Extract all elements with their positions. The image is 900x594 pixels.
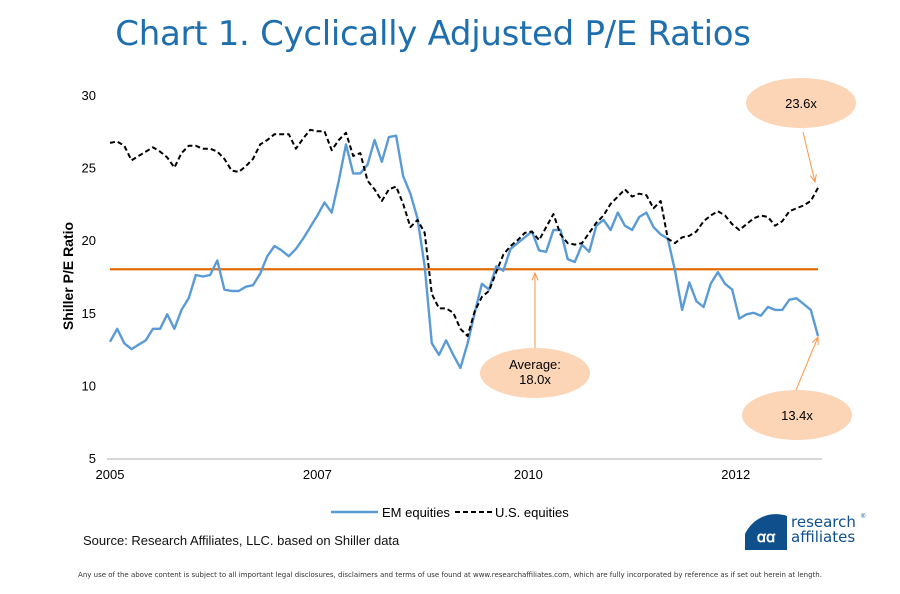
us-callout-label: 23.6x — [785, 96, 817, 111]
x-tick-label: 2005 — [96, 467, 125, 482]
logo-line1: research — [791, 513, 856, 531]
research-affiliates-logo: ꭤꭤ research affiliates ® — [743, 514, 873, 550]
legend-us-label: U.S. equities — [495, 505, 569, 520]
us-callout-arrow — [802, 131, 816, 183]
average-callout-bubble — [480, 348, 590, 398]
y-tick-label: 25 — [82, 161, 96, 176]
em-callout-arrow — [795, 336, 819, 391]
average-callout-arrow-head — [531, 271, 539, 281]
us-equities-line — [109, 128, 819, 337]
em-callout-label: 13.4x — [781, 408, 813, 423]
em-callout-bubble — [742, 390, 852, 440]
logo-line2: affiliates — [791, 528, 856, 546]
legend-em-label: EM equities — [382, 505, 450, 520]
x-tick-label: 2012 — [721, 467, 750, 482]
us-callout-arrow-head — [809, 174, 817, 184]
em-callout-arrow-head — [811, 335, 819, 346]
chart-title: Chart 1. Cyclically Adjusted P/E Ratios — [115, 14, 751, 54]
average-callout-label: Average: — [509, 357, 561, 372]
legal-footer: Any use of the above content is subject … — [78, 571, 822, 579]
y-tick-label: 5 — [89, 451, 96, 466]
logo-mark-icon: ꭤꭤ — [745, 514, 787, 550]
em-equities-line — [108, 134, 820, 370]
average-callout-value: 18.0x — [519, 372, 551, 387]
x-tick-label: 2010 — [514, 467, 543, 482]
y-tick-label: 20 — [82, 233, 96, 248]
y-tick-label: 15 — [82, 306, 96, 321]
source-note: Source: Research Affiliates, LLC. based … — [83, 533, 400, 548]
x-tick-label: 2007 — [303, 467, 332, 482]
logo-text: research affiliates — [791, 515, 856, 545]
logo-registered: ® — [861, 514, 866, 520]
y-tick-label: 30 — [82, 88, 96, 103]
y-axis-label: Shiller P/E Ratio — [60, 222, 76, 330]
y-tick-label: 10 — [82, 378, 96, 393]
us-callout-bubble — [746, 78, 856, 128]
svg-text:ꭤꭤ: ꭤꭤ — [757, 528, 776, 546]
